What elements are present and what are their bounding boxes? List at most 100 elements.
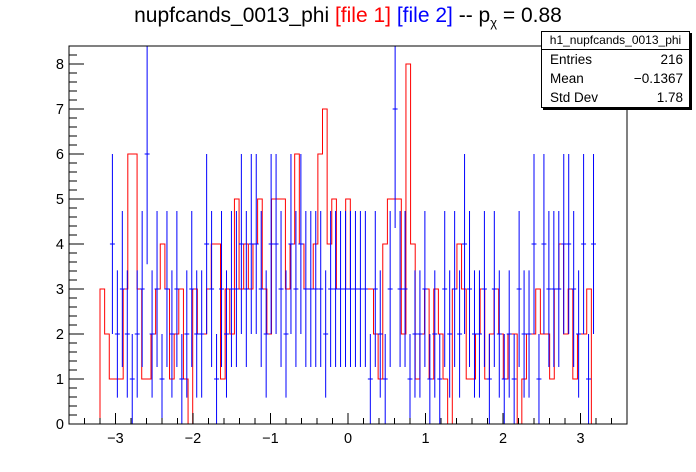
file2-point (531, 154, 537, 334)
y-tick-label: 1 (56, 372, 64, 388)
file2-point (491, 211, 497, 367)
file2-point (526, 270, 532, 398)
file2-point (214, 334, 220, 424)
file2-point (253, 154, 259, 334)
file2-point (432, 270, 438, 398)
stats-std-label: Std Dev (550, 90, 599, 105)
file2-point (506, 270, 512, 398)
file2-point (318, 211, 324, 367)
file2-point (352, 211, 358, 367)
file2-point (159, 334, 165, 424)
file2-point (204, 154, 210, 334)
title-p-value: = 0.88 (502, 4, 562, 27)
file2-point (219, 211, 224, 367)
y-tick-label: 4 (56, 237, 64, 253)
file2-point (338, 211, 344, 367)
file2-point (551, 211, 557, 367)
file2-point (283, 270, 289, 398)
stats-entries-value: 216 (660, 52, 683, 67)
stats-std-value: 1.78 (656, 90, 683, 105)
file2-point (511, 334, 517, 424)
x-tick-label: −1 (262, 431, 279, 447)
file2-point (382, 334, 388, 424)
file2-point (238, 154, 244, 334)
y-tick-label: 0 (56, 417, 64, 433)
y-tick-label: 8 (56, 57, 64, 73)
file2-point (556, 211, 562, 367)
stats-entries-label: Entries (550, 52, 593, 67)
file2-point (333, 211, 339, 367)
stats-mean-row: Mean −0.1367 (542, 69, 689, 88)
file2-point (268, 154, 274, 334)
file2-point (521, 270, 527, 398)
file2-point (516, 211, 522, 367)
file2-point (308, 211, 314, 367)
file2-point (496, 270, 502, 398)
y-tick-label: 7 (56, 102, 64, 118)
file2-point (343, 211, 348, 367)
x-tick-label: 0 (344, 431, 352, 447)
file2-point (233, 211, 239, 367)
title-chi-subscript: χ (490, 15, 498, 30)
stats-box-name: h1_nupfcands_0013_phi (542, 32, 689, 50)
file2-point (179, 334, 185, 424)
file2-point (228, 211, 234, 367)
file2-point (397, 211, 403, 367)
file2-point (447, 270, 453, 398)
file2-point (486, 334, 492, 424)
file2-point (546, 211, 552, 367)
file2-point (194, 270, 200, 398)
file2-point (407, 334, 413, 424)
title-file2: [file 2] (396, 4, 453, 27)
file2-point (199, 270, 205, 398)
file2-point (576, 270, 582, 398)
file2-point (591, 154, 596, 334)
file2-errorbars (109, 46, 596, 424)
file2-point (224, 270, 229, 398)
file2-point (357, 211, 363, 367)
title-histogram-name: nupfcands_0013_phi (134, 4, 330, 27)
file2-point (124, 270, 130, 398)
file2-point (348, 211, 353, 367)
stats-entries-row: Entries 216 (542, 50, 689, 69)
stats-std-row: Std Dev 1.78 (542, 88, 689, 107)
stats-box: h1_nupfcands_0013_phi Entries 216 Mean −… (541, 31, 690, 108)
file2-point (139, 211, 145, 367)
y-tick-label: 3 (56, 282, 64, 298)
file2-point (571, 211, 577, 367)
file2-point (566, 154, 572, 334)
file2-point (209, 211, 215, 367)
file2-point (402, 211, 408, 367)
x-tick-label: 2 (499, 431, 507, 447)
file2-point (541, 154, 547, 334)
file2-point (476, 270, 482, 398)
file2-point (134, 270, 140, 398)
file2-point (298, 154, 304, 334)
file2-point (189, 211, 195, 367)
file2-point (144, 46, 150, 265)
file2-point (367, 334, 373, 424)
file2-point (313, 211, 319, 367)
file2-point (303, 211, 309, 367)
file2-point (392, 46, 398, 229)
file2-point (472, 270, 477, 398)
stats-mean-value: −0.1367 (633, 71, 683, 86)
file2-point (273, 154, 279, 334)
file1-step-line (99, 63, 596, 425)
x-tick-label: 3 (576, 431, 584, 447)
file2-point (536, 334, 542, 424)
file2-point (154, 211, 160, 367)
x-axis-ticks: −3 −2 −1 0 1 2 3 (84, 413, 612, 447)
stats-mean-label: Mean (550, 71, 584, 86)
title-p-label: -- p (458, 4, 491, 27)
x-tick-label: 1 (421, 431, 429, 447)
y-axis-ticks: 0 1 2 3 4 5 6 7 8 (56, 45, 84, 433)
file2-point (377, 270, 383, 398)
file2-point (457, 270, 463, 398)
file2-point (372, 211, 378, 367)
file2-point (328, 211, 334, 367)
file2-point (243, 211, 249, 367)
file2-point (462, 154, 468, 334)
file2-point (467, 211, 472, 367)
file2-point (452, 211, 458, 367)
